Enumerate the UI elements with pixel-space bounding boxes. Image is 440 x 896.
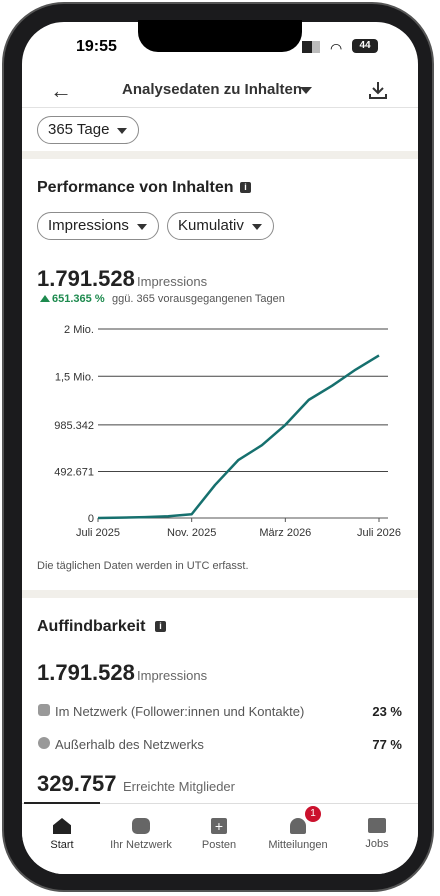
section-title: Performance von Inhalten (37, 179, 234, 196)
row-value: 77 % (372, 737, 402, 752)
chart: 0 492.671 985.342 1,5 Mio. 2 Mio. Juli 2025 No… (54, 324, 401, 539)
line-series (97, 354, 380, 520)
y-tick-label: 1,5 Mio. (55, 371, 94, 383)
active-indicator (24, 802, 100, 804)
globe-icon (38, 737, 50, 749)
status-time: 19:55 (76, 38, 117, 55)
notch (138, 20, 302, 52)
y-tick-label: 2 Mio. (64, 324, 94, 336)
row-label: Außerhalb des Netzwerks (55, 737, 204, 752)
section-gap (22, 151, 418, 159)
back-button[interactable]: ← (50, 78, 72, 103)
info-icon[interactable]: i (240, 182, 251, 193)
badge: 1 (305, 806, 321, 822)
total-label: Impressions (137, 668, 208, 683)
download-button[interactable] (367, 79, 389, 101)
nav-post[interactable]: + Posten (201, 818, 237, 851)
nav-label: Ihr Netzwerk (110, 839, 172, 851)
nav-network[interactable]: Ihr Netzwerk (101, 818, 181, 851)
network-icon (38, 704, 50, 716)
x-tick-label: Nov. 2025 (167, 527, 216, 539)
change-value: 651.365 % (52, 293, 105, 305)
total-value: 1.791.528 (37, 266, 135, 291)
nav-label: Mitteilungen (268, 839, 328, 851)
section-title: Auffindbarkeit (37, 618, 146, 635)
total-value: 1.791.528 (37, 660, 135, 685)
footnote: Die täglichen Daten werden in UTC erfass… (37, 560, 249, 572)
signal (302, 41, 320, 53)
nav-jobs[interactable]: Jobs (337, 818, 417, 850)
y-tick-label: 0 (88, 513, 94, 525)
nav-start[interactable]: Start (22, 818, 102, 851)
nav-label: Jobs (365, 838, 389, 850)
x-tick-label: Juli 2026 (357, 527, 401, 539)
screen (22, 22, 418, 874)
row-label: Im Netzwerk (Follower:innen und Kontakte… (55, 704, 305, 719)
y-tick-label: 985.342 (54, 420, 94, 432)
battery: 44 (352, 39, 378, 53)
metric-dropdown[interactable]: Impressions (37, 212, 159, 240)
x-tick-label: März 2026 (259, 527, 311, 539)
header-title[interactable]: Analysedaten zu Inhalten (122, 81, 303, 98)
row-value: 23 % (372, 704, 402, 719)
mode-dropdown[interactable]: Kumulativ (167, 212, 274, 240)
nav-label: Posten (201, 839, 237, 851)
up-arrow (40, 295, 50, 302)
section-gap (22, 590, 418, 598)
info-icon[interactable]: i (155, 621, 166, 632)
members-label: Erreichte Mitglieder (123, 779, 235, 794)
y-tick-label: 492.671 (54, 466, 94, 478)
nav-label: Start (50, 839, 74, 851)
members-value: 329.757 (37, 771, 117, 796)
header-caret[interactable] (300, 87, 312, 100)
nav-bar (22, 803, 418, 874)
total-label: Impressions (137, 274, 208, 289)
date-filter[interactable]: 365 Tage (37, 116, 139, 144)
wifi: ◠ (330, 40, 343, 56)
x-tick-label: Juli 2025 (76, 527, 120, 539)
divider (22, 107, 418, 108)
change-label: ggü. 365 vorausgegangenen Tagen (112, 293, 285, 305)
nav-notifications[interactable]: Mitteilungen (258, 818, 338, 851)
